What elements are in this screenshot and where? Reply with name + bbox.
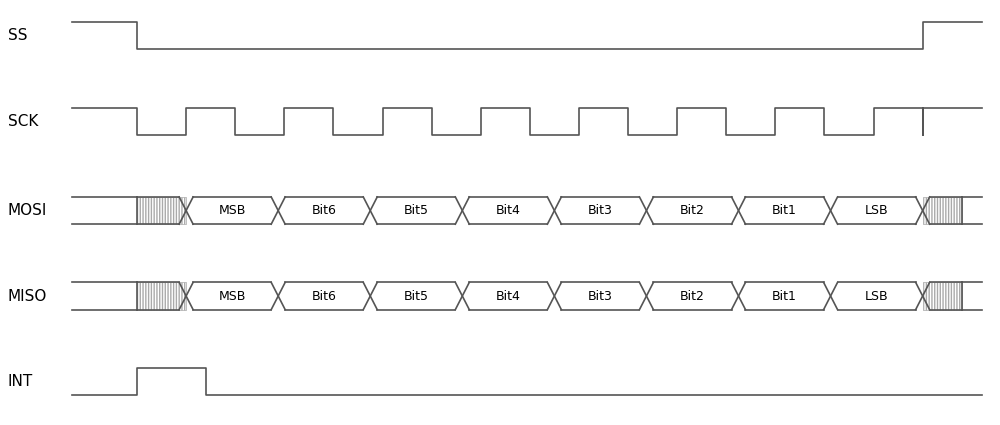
Text: INT: INT xyxy=(8,374,33,389)
Text: Bit6: Bit6 xyxy=(312,204,337,217)
Bar xyxy=(137,197,186,224)
Text: MSB: MSB xyxy=(218,204,246,217)
Text: Bit1: Bit1 xyxy=(772,204,797,217)
Text: Bit5: Bit5 xyxy=(404,289,429,303)
Text: Bit6: Bit6 xyxy=(312,289,337,303)
Text: Bit3: Bit3 xyxy=(588,289,613,303)
Text: Bit1: Bit1 xyxy=(772,289,797,303)
Bar xyxy=(923,282,962,309)
Text: Bit2: Bit2 xyxy=(680,289,705,303)
Text: MSB: MSB xyxy=(218,289,246,303)
Text: MOSI: MOSI xyxy=(8,203,47,218)
Bar xyxy=(923,197,962,224)
Text: Bit2: Bit2 xyxy=(680,204,705,217)
Text: SS: SS xyxy=(8,28,27,43)
Text: SCK: SCK xyxy=(8,114,38,129)
Text: Bit4: Bit4 xyxy=(496,289,521,303)
Text: Bit5: Bit5 xyxy=(404,204,429,217)
Text: MISO: MISO xyxy=(8,289,47,303)
Text: LSB: LSB xyxy=(865,204,888,217)
Bar xyxy=(137,282,186,309)
Text: Bit3: Bit3 xyxy=(588,204,613,217)
Text: LSB: LSB xyxy=(865,289,888,303)
Text: Bit4: Bit4 xyxy=(496,204,521,217)
